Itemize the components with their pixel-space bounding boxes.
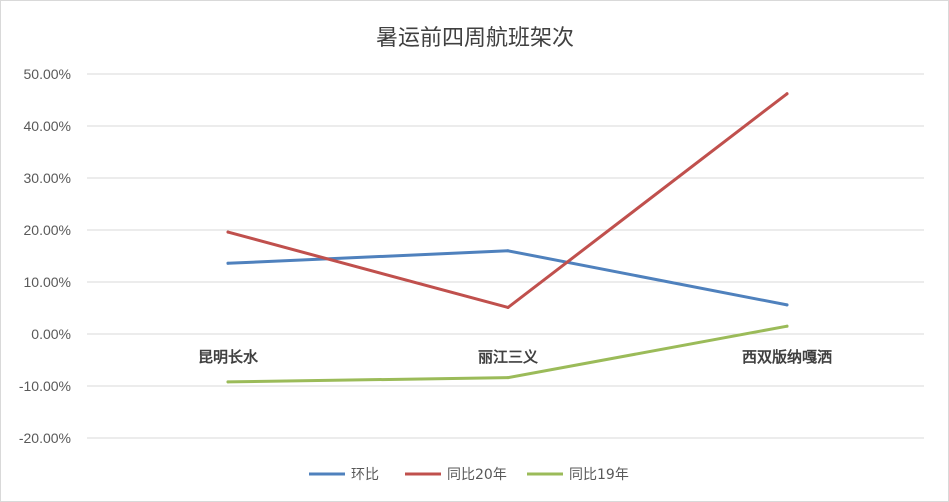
y-tick-label: 50.00% bbox=[24, 66, 71, 82]
chart-title: 暑运前四周航班架次 bbox=[376, 26, 574, 51]
data-point bbox=[785, 303, 789, 307]
y-tick-label: 30.00% bbox=[24, 170, 71, 186]
category-labels: 昆明长水 丽江三义 西双版纳嘎洒 bbox=[198, 348, 832, 366]
legend-label: 同比19年 bbox=[569, 467, 629, 483]
y-tick-label: -20.00% bbox=[19, 430, 71, 446]
category-label: 西双版纳嘎洒 bbox=[742, 348, 832, 366]
data-point bbox=[226, 230, 230, 234]
y-tick-label: 20.00% bbox=[24, 222, 71, 238]
gridlines bbox=[87, 73, 924, 439]
legend-label: 同比20年 bbox=[447, 467, 507, 483]
category-label: 昆明长水 bbox=[198, 348, 259, 366]
y-tick-label: 40.00% bbox=[24, 118, 71, 134]
data-point bbox=[785, 92, 789, 96]
data-point bbox=[226, 380, 230, 384]
y-axis-ticks: 50.00% 40.00% 30.00% 20.00% 10.00% 0.00% -10.0… bbox=[19, 66, 71, 446]
series-line-0 bbox=[226, 249, 789, 307]
category-label: 丽江三义 bbox=[478, 348, 538, 366]
data-point bbox=[226, 261, 230, 265]
data-point bbox=[785, 324, 789, 328]
series-lines bbox=[226, 92, 789, 384]
data-point bbox=[506, 249, 510, 253]
data-point bbox=[506, 376, 510, 380]
y-tick-label: 10.00% bbox=[24, 274, 71, 290]
legend-label: 环比 bbox=[351, 467, 379, 483]
y-tick-label: 0.00% bbox=[31, 326, 71, 342]
data-point bbox=[506, 305, 510, 309]
y-tick-label: -10.00% bbox=[19, 378, 71, 394]
legend: 环比 同比20年 同比19年 bbox=[309, 467, 629, 483]
